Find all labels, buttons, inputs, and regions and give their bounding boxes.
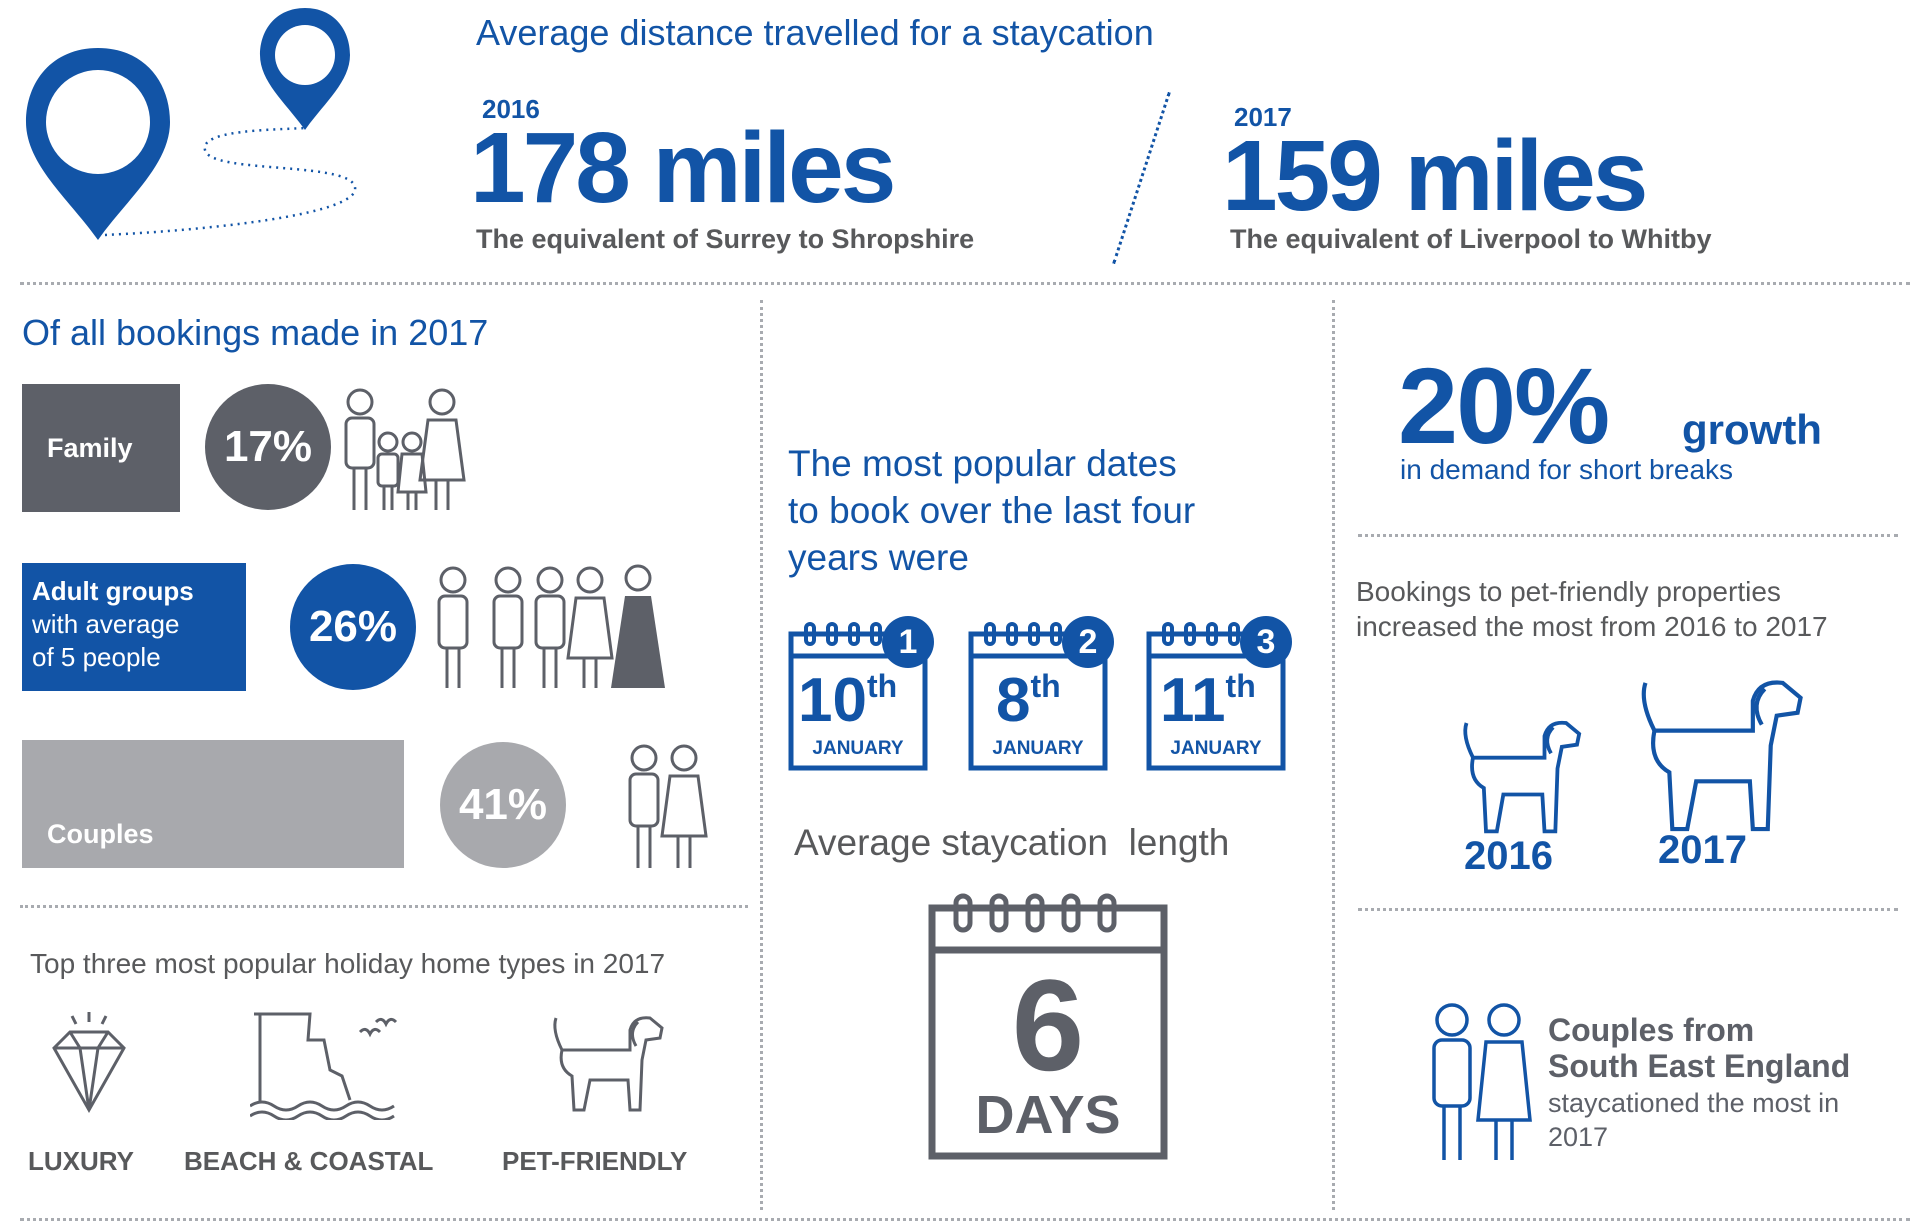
rank-number: 1	[898, 622, 918, 661]
couples-label-box: Couples	[22, 740, 404, 868]
calendar-icon	[928, 893, 1168, 1160]
map-route-illustration	[26, 8, 357, 240]
pet-friendly-label: PET-FRIENDLY	[502, 1146, 688, 1176]
divider	[760, 300, 763, 1210]
couples-se-line2: South East England	[1548, 1048, 1851, 1084]
couples-se-text: Couples from South East England staycati…	[1548, 1012, 1850, 1154]
divider	[1358, 534, 1898, 537]
length-unit: DAYS	[975, 1085, 1121, 1145]
cliff-icon	[250, 1012, 398, 1120]
growth-word: growth	[1682, 406, 1822, 453]
family-label: Family	[47, 432, 133, 463]
dog-icon	[553, 1016, 664, 1112]
adult-groups-label-bold: Adult groups	[32, 576, 194, 606]
couple-icon	[628, 744, 708, 868]
rank-badge: 2	[1062, 616, 1114, 668]
calendar-month: JANUARY	[812, 738, 904, 759]
growth-subtitle: in demand for short breaks	[1400, 454, 1734, 485]
family-percent-circle: 17%	[205, 384, 331, 510]
divider	[20, 1218, 1910, 1221]
couple-icon	[1432, 1003, 1532, 1160]
pets-line2: increased the most from 2016 to 2017	[1356, 611, 1828, 642]
couples-label: Couples	[47, 818, 154, 849]
diamond-icon	[52, 1012, 126, 1114]
divider	[20, 282, 1910, 285]
popular-dates-title: The most popular dates to book over the …	[788, 440, 1195, 581]
day-number: 11	[1160, 666, 1226, 735]
length-title: Average staycation length	[794, 822, 1230, 863]
pets-year-2017: 2017	[1658, 828, 1747, 872]
popular-dates-line3: years were	[788, 537, 969, 578]
miles-2016: 178 miles	[470, 112, 896, 224]
adult-groups-percent-circle: 26%	[290, 564, 416, 690]
calendar-1: 1 10th JANUARY	[788, 616, 934, 772]
popular-dates-line2: to book over the last four	[788, 490, 1196, 531]
day-suffix: th	[1225, 668, 1256, 704]
popular-dates-line1: The most popular dates	[788, 443, 1177, 484]
rank-number: 2	[1078, 622, 1098, 661]
divider-slash	[1112, 91, 1171, 265]
adult-groups-percent: 26%	[308, 602, 398, 651]
adult-groups-label-box: Adult groups with average of 5 people	[22, 563, 246, 691]
equivalent-2016: The equivalent of Surrey to Shropshire	[476, 224, 975, 254]
miles-2017: 159 miles	[1222, 120, 1648, 232]
growth-percent: 20%	[1398, 345, 1610, 466]
year-2017-label: 2017	[1234, 102, 1292, 132]
luxury-label: LUXURY	[28, 1146, 134, 1176]
calendar-3: 3 11th JANUARY	[1146, 616, 1292, 772]
year-2016-label: 2016	[482, 94, 540, 124]
day-number: 8	[996, 666, 1031, 735]
divider	[20, 905, 748, 908]
bookings-title: Of all bookings made in 2017	[22, 312, 489, 353]
family-label-box: Family	[22, 384, 180, 512]
family-icon	[344, 388, 466, 510]
day-suffix: th	[1030, 668, 1061, 704]
couples-se-line3: staycationed the most in	[1548, 1088, 1840, 1118]
adult-group-icon	[437, 564, 665, 688]
day-number: 10	[798, 666, 867, 735]
couples-percent-circle: 41%	[440, 742, 566, 868]
calendar-day: 10th	[798, 670, 897, 732]
distance-title: Average distance travelled for a staycat…	[476, 12, 1154, 53]
length-number: 6	[1011, 952, 1085, 1098]
map-pin-icon	[26, 48, 170, 240]
rank-number: 3	[1256, 622, 1276, 661]
rank-badge: 3	[1240, 616, 1292, 668]
length-calendar: 6 DAYS	[928, 890, 1168, 1160]
calendar-day: 11th	[1160, 670, 1256, 732]
calendar-day: 8th	[996, 670, 1061, 732]
equivalent-2017: The equivalent of Liverpool to Whitby	[1230, 224, 1712, 254]
calendar-month: JANUARY	[1170, 738, 1262, 759]
pets-text: Bookings to pet-friendly properties incr…	[1356, 574, 1828, 644]
large-dog-icon	[1641, 680, 1803, 832]
couples-percent: 41%	[458, 780, 548, 829]
day-suffix: th	[866, 668, 898, 704]
rank-badge: 1	[882, 616, 934, 668]
calendar-month: JANUARY	[992, 738, 1084, 759]
pets-line1: Bookings to pet-friendly properties	[1356, 576, 1781, 607]
family-percent: 17%	[223, 422, 313, 471]
calendar-2: 2 8th JANUARY	[968, 616, 1114, 772]
couples-se-line4: 2017	[1548, 1122, 1609, 1152]
beach-coastal-label: BEACH & COASTAL	[184, 1146, 434, 1176]
small-dog-icon	[1463, 720, 1582, 834]
divider	[1358, 908, 1898, 911]
divider	[1332, 300, 1335, 1210]
adult-groups-label-line3: of 5 people	[32, 642, 161, 672]
couples-se-line1: Couples from	[1548, 1012, 1755, 1048]
map-pin-icon	[260, 8, 350, 130]
pets-year-2016: 2016	[1464, 834, 1553, 878]
adult-groups-label-line2: with average	[32, 609, 180, 639]
home-types-title: Top three most popular holiday home type…	[30, 948, 666, 979]
